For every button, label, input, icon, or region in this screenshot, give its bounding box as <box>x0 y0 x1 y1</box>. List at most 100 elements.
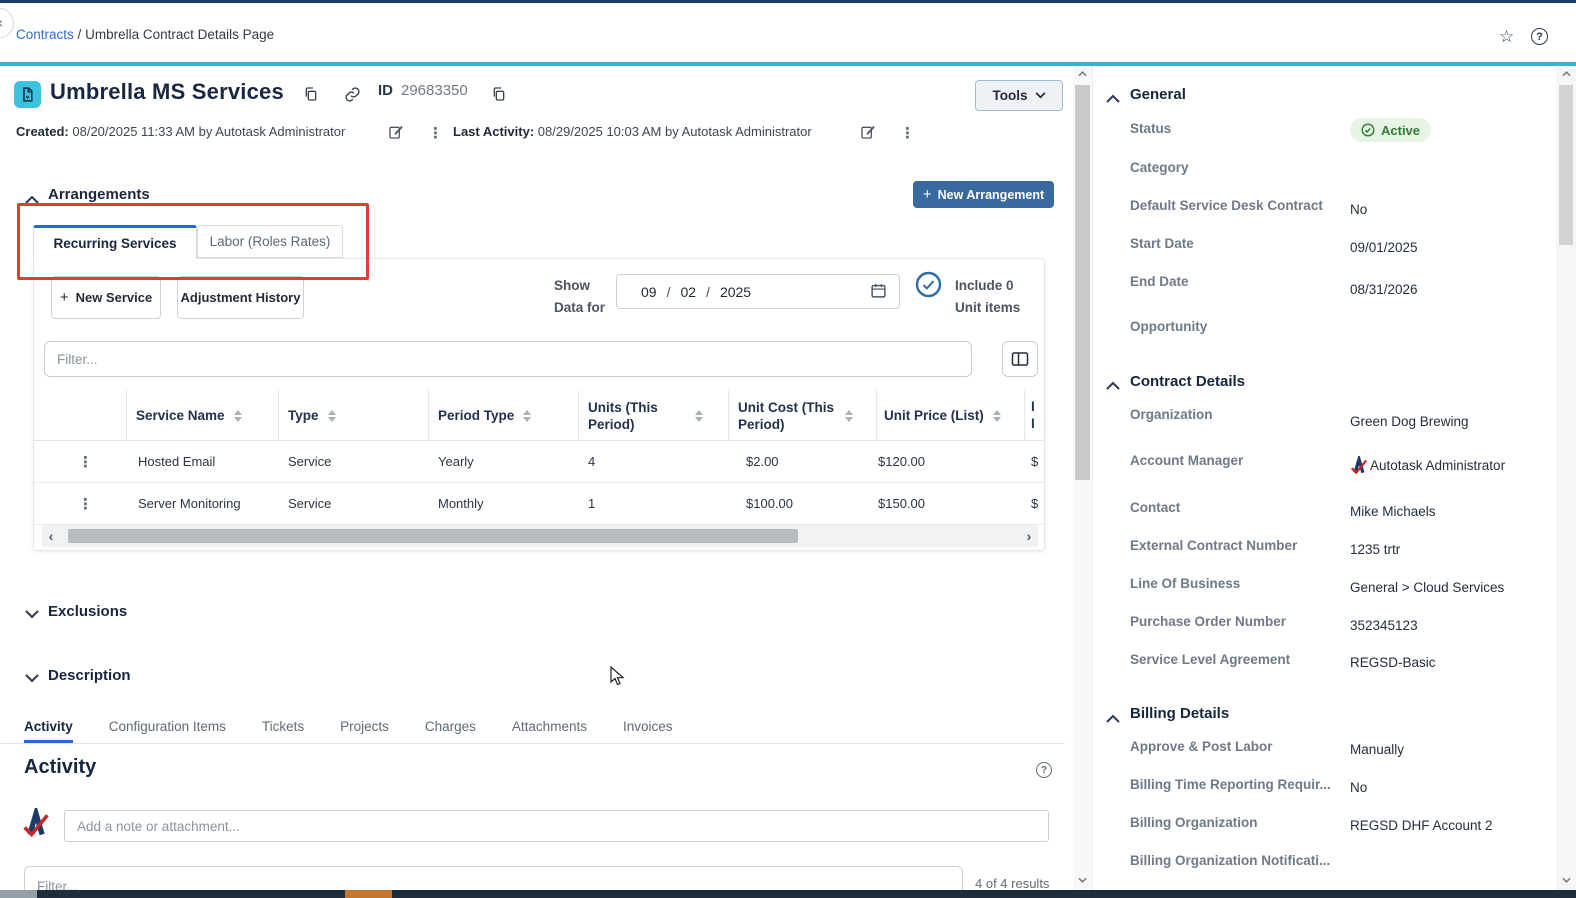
field-value: REGSD DHF Account 2 <box>1350 818 1493 833</box>
tab-labor-roles-rates[interactable]: Labor (Roles Rates) <box>197 225 343 258</box>
activity-heading: Activity <box>24 756 97 778</box>
breadcrumb: Contracts / Umbrella Contract Details Pa… <box>16 27 274 42</box>
date-day[interactable]: 02 <box>680 283 697 300</box>
edit-created-icon[interactable] <box>388 124 404 143</box>
field-label: Billing Organization Notificati... <box>1130 853 1331 868</box>
scroll-up-icon[interactable] <box>1556 66 1576 82</box>
autotask-logo-avatar <box>22 804 50 845</box>
scrollbar-track[interactable] <box>60 529 1020 543</box>
contract-details-heading: Contract Details <box>1130 373 1246 390</box>
table-header <box>34 390 1044 441</box>
col-type[interactable]: Type <box>288 390 336 441</box>
column-chooser-button[interactable] <box>1002 341 1038 377</box>
cell-type: Service <box>288 454 332 469</box>
date-year[interactable]: 2025 <box>719 283 752 300</box>
tab-invoices[interactable]: Invoices <box>622 719 673 734</box>
activity-filter-input[interactable] <box>24 866 963 890</box>
help-icon[interactable]: ? <box>1531 28 1548 45</box>
scroll-right-icon[interactable]: › <box>1026 528 1032 544</box>
new-service-button[interactable]: + New Service <box>51 276 161 319</box>
collapse-billing-details-icon[interactable] <box>1106 710 1120 728</box>
tab-projects[interactable]: Projects <box>340 719 389 734</box>
id-label: ID <box>378 82 393 99</box>
field-label: Billing Time Reporting Requir... <box>1130 777 1331 792</box>
contract-summary-panel: General Status Active Category Default S… <box>1092 66 1556 890</box>
add-note-input[interactable] <box>64 810 1049 842</box>
collapse-arrangements-icon[interactable] <box>25 191 39 209</box>
tab-tickets[interactable]: Tickets <box>261 719 305 734</box>
autotask-logo-avatar <box>1350 453 1368 479</box>
status-badge: Active <box>1350 118 1432 142</box>
table-row[interactable]: ⋮ Hosted Email Service Yearly 4 $2.00 $1… <box>34 441 1044 483</box>
services-filter-input[interactable] <box>44 341 972 377</box>
table-row[interactable]: ⋮ Server Monitoring Service Monthly 1 $1… <box>34 483 1044 525</box>
col-unit-cost[interactable]: Unit Cost (This Period) <box>738 390 853 441</box>
activity-help-icon[interactable]: ? <box>1036 762 1052 778</box>
scrollbar-thumb[interactable] <box>1075 85 1090 480</box>
cell-units: 4 <box>588 454 596 469</box>
main-content: Umbrella MS Services ID 29683350 Tools C… <box>0 66 1073 890</box>
last-activity-more-menu[interactable]: ⋮ <box>900 125 915 142</box>
scroll-left-icon[interactable]: ‹ <box>48 528 54 544</box>
scrollbar-thumb[interactable] <box>1559 85 1573 245</box>
close-panel-button[interactable]: × <box>0 8 14 38</box>
expand-description-icon[interactable] <box>25 670 39 688</box>
scroll-down-icon[interactable] <box>1073 872 1092 888</box>
favorite-star-icon[interactable]: ☆ <box>1499 27 1515 46</box>
col-service-name[interactable]: Service Name <box>136 390 242 441</box>
side-vertical-scrollbar[interactable] <box>1556 66 1576 890</box>
expand-exclusions-icon[interactable] <box>25 606 39 624</box>
breadcrumb-bar: × Contracts / Umbrella Contract Details … <box>0 3 1576 62</box>
col-period-type[interactable]: Period Type <box>438 390 532 441</box>
tab-recurring-services[interactable]: Recurring Services <box>33 225 197 259</box>
date-month[interactable]: 09 <box>641 283 657 300</box>
field-label: Line Of Business <box>1130 576 1241 591</box>
tab-attachments[interactable]: Attachments <box>511 719 587 734</box>
field-label: Contact <box>1130 500 1181 515</box>
tab-charges[interactable]: Charges <box>424 719 476 734</box>
collapse-general-icon[interactable] <box>1106 90 1120 108</box>
field-value: 352345123 <box>1350 618 1418 633</box>
description-heading[interactable]: Description <box>48 667 131 684</box>
row-actions-menu[interactable]: ⋮ <box>78 454 93 471</box>
col-unit-price-list[interactable]: Unit Price (List) <box>884 390 1001 441</box>
tab-configuration-items[interactable]: Configuration Items <box>108 719 226 734</box>
tools-button[interactable]: Tools <box>975 80 1063 111</box>
created-more-menu[interactable]: ⋮ <box>428 125 443 142</box>
recurring-services-panel: + New Service Adjustment History Show Da… <box>33 258 1045 551</box>
copy-id-icon[interactable] <box>491 86 507 107</box>
columns-icon <box>1011 352 1029 366</box>
field-value: Mike Michaels <box>1350 504 1436 519</box>
copy-link-icon[interactable] <box>344 86 361 108</box>
last-activity-by: by Autotask Administrator <box>665 124 812 139</box>
include-zero-units-checkbox[interactable] <box>915 271 942 303</box>
adjustment-history-button[interactable]: Adjustment History <box>177 276 304 319</box>
meta-row: Created: 08/20/2025 11:33 AM by Autotask… <box>16 124 1056 144</box>
exclusions-heading[interactable]: Exclusions <box>48 603 128 620</box>
scroll-up-icon[interactable] <box>1073 66 1092 82</box>
field-label: Default Service Desk Contract <box>1130 198 1323 213</box>
new-arrangement-button[interactable]: + New Arrangement <box>913 181 1054 208</box>
field-label: Approve & Post Labor <box>1130 739 1273 754</box>
cell-unit-cost: $2.00 <box>746 454 779 469</box>
cell-clipped: $ <box>1031 454 1039 469</box>
scroll-down-icon[interactable] <box>1556 872 1576 888</box>
field-label: Service Level Agreement <box>1130 652 1291 667</box>
edit-last-activity-icon[interactable] <box>860 124 876 143</box>
scrollbar-thumb[interactable] <box>68 529 798 543</box>
cell-type: Service <box>288 496 332 511</box>
show-data-for-label: Show Data for <box>554 278 606 315</box>
field-label: Status <box>1130 121 1172 136</box>
col-units-this-period[interactable]: Units (This Period) <box>588 390 703 441</box>
row-actions-menu[interactable]: ⋮ <box>78 496 93 513</box>
sort-icon <box>992 409 1001 422</box>
tab-activity[interactable]: Activity <box>24 719 73 743</box>
calendar-icon[interactable] <box>870 282 887 302</box>
main-vertical-scrollbar[interactable] <box>1073 66 1092 890</box>
horizontal-scrollbar[interactable]: ‹ › <box>42 525 1038 547</box>
collapse-contract-details-icon[interactable] <box>1106 377 1120 395</box>
copy-title-icon[interactable] <box>303 86 319 107</box>
show-data-date-input[interactable]: 09 / 02 / 2025 <box>616 274 900 309</box>
breadcrumb-current: Umbrella Contract Details Page <box>85 27 275 42</box>
breadcrumb-contracts-link[interactable]: Contracts <box>16 27 74 42</box>
